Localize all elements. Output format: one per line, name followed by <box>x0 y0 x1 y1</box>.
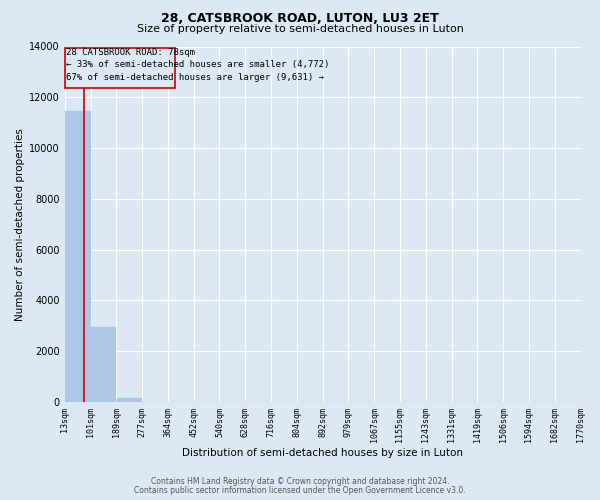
Bar <box>116 398 142 402</box>
Text: ← 33% of semi-detached houses are smaller (4,772): ← 33% of semi-detached houses are smalle… <box>66 60 329 70</box>
Text: 28, CATSBROOK ROAD, LUTON, LU3 2ET: 28, CATSBROOK ROAD, LUTON, LU3 2ET <box>161 12 439 26</box>
Text: Contains public sector information licensed under the Open Government Licence v3: Contains public sector information licen… <box>134 486 466 495</box>
Bar <box>65 112 91 402</box>
Y-axis label: Number of semi-detached properties: Number of semi-detached properties <box>15 128 25 320</box>
FancyBboxPatch shape <box>65 48 175 88</box>
Text: 28 CATSBROOK ROAD: 78sqm: 28 CATSBROOK ROAD: 78sqm <box>66 48 195 58</box>
Text: 67% of semi-detached houses are larger (9,631) →: 67% of semi-detached houses are larger (… <box>66 72 324 82</box>
X-axis label: Distribution of semi-detached houses by size in Luton: Distribution of semi-detached houses by … <box>182 448 463 458</box>
Bar <box>91 327 116 402</box>
Text: Size of property relative to semi-detached houses in Luton: Size of property relative to semi-detach… <box>137 24 463 34</box>
Text: Contains HM Land Registry data © Crown copyright and database right 2024.: Contains HM Land Registry data © Crown c… <box>151 477 449 486</box>
